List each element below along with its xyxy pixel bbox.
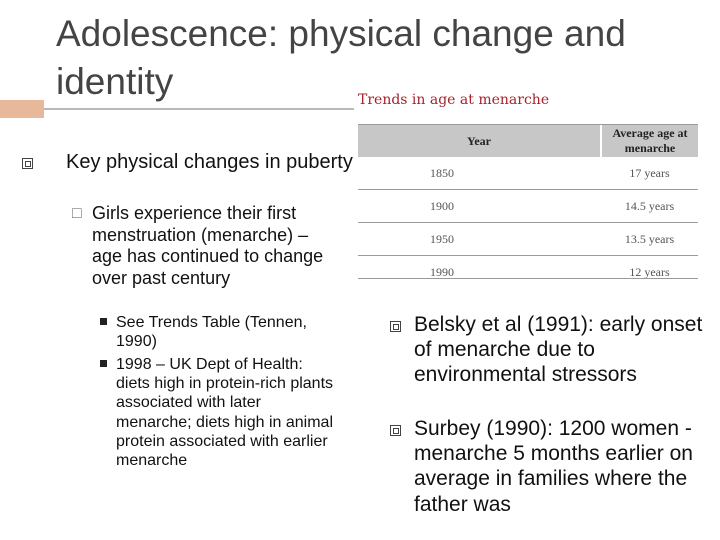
table-title: Trends in age at menarche <box>358 92 550 108</box>
bullet-belsky: Belsky et al (1991): early onset of mena… <box>414 313 703 387</box>
accent-bar <box>0 100 44 118</box>
filled-square-bullet-icon <box>100 318 107 325</box>
sub-bullet-trends: See Trends Table (Tennen, 1990) <box>116 314 307 351</box>
bullet-key-changes: Key physical changes in puberty <box>66 151 353 173</box>
square-bullet-icon <box>390 420 401 441</box>
slide-title: Adolescence: physical change and identit… <box>56 13 626 102</box>
table-cell-year: 1990 <box>430 264 454 279</box>
table-row: 1990 12 years <box>358 256 698 289</box>
filled-square-bullet-icon <box>100 360 107 367</box>
table-row: 1950 13.5 years <box>358 222 698 256</box>
table-row: 1850 17 years <box>358 157 698 190</box>
table-cell-age: 12 years <box>629 264 670 279</box>
title-divider <box>44 108 354 110</box>
bullet-surbey: Surbey (1990): 1200 women - menarche 5 m… <box>414 417 693 516</box>
table-cell-year: 1900 <box>358 189 601 223</box>
hollow-square-bullet-icon: □ <box>72 205 82 222</box>
table-cell-year: 1850 <box>358 157 601 190</box>
menarche-table: Year Average age at menarche 1850 17 yea… <box>358 125 698 288</box>
sub-bullet-dept-health: 1998 – UK Dept of Health: diets high in … <box>116 356 334 470</box>
table-cell-year: 1950 <box>358 222 601 256</box>
table-header-year: Year <box>358 125 602 157</box>
square-bullet-icon <box>22 152 33 175</box>
table-border-bottom <box>358 278 698 279</box>
table-row: 1900 14.5 years <box>358 189 698 223</box>
table-header-age: Average age at menarche <box>601 125 698 157</box>
table-border-top <box>358 124 698 125</box>
square-bullet-icon <box>390 316 401 337</box>
table-cell-age: 13.5 years <box>601 222 698 256</box>
table-cell-age: 17 years <box>601 157 698 190</box>
bullet-menstruation: Girls experience their first menstruatio… <box>92 203 324 288</box>
table-cell-age: 14.5 years <box>601 189 698 223</box>
